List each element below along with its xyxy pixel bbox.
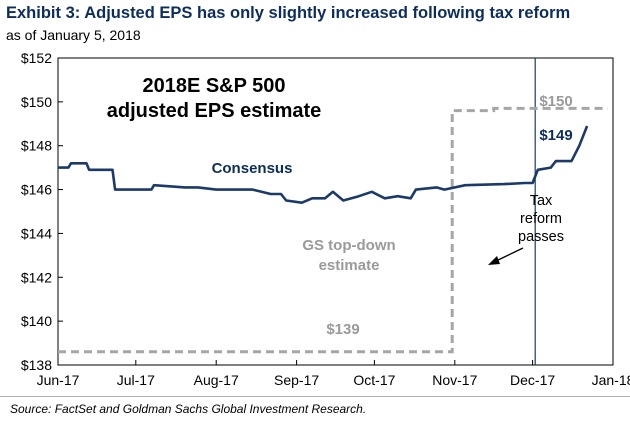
x-tick-label: Aug-17 (194, 372, 239, 388)
in-chart-title-line-1: 2018E S&P 500 (142, 75, 285, 97)
chart-title: Exhibit 3: Adjusted EPS has only slightl… (6, 4, 571, 22)
x-tick-label: Jun-17 (37, 372, 80, 388)
x-tick-label: Dec-17 (510, 372, 555, 388)
chart-subtitle: as of January 5, 2018 (6, 27, 141, 43)
tax-reform-label-line-1: Tax (530, 193, 553, 209)
tax-reform-label-line-2: reform (520, 211, 562, 227)
tax-reform-arrow-head (488, 256, 500, 265)
y-tick-label: $150 (21, 94, 52, 110)
y-tick-label: $146 (21, 182, 52, 198)
consensus-series-label: Consensus (212, 160, 293, 177)
x-tick-label: Oct-17 (353, 372, 395, 388)
y-tick-label: $148 (21, 138, 52, 154)
series-line-gs-top-down (58, 106, 608, 354)
x-tick-label: Jan-18 (592, 372, 630, 388)
tax-reform-arrow-shaft (493, 247, 524, 263)
gs-end-value-label: $150 (539, 93, 572, 110)
tax-reform-label-line-3: passes (518, 229, 564, 245)
consensus-end-value-label: $149 (539, 127, 572, 144)
plot-area (57, 57, 614, 366)
x-tick-label: Jul-17 (117, 372, 155, 388)
gs-series-label-line-2: estimate (319, 257, 380, 274)
x-tick-label: Sep-17 (274, 372, 319, 388)
gs-start-value-label: $139 (326, 321, 359, 338)
gs-series-label-line-1: GS top-down (302, 237, 395, 254)
in-chart-title-line-2: adjusted EPS estimate (107, 100, 322, 122)
source-note: Source: FactSet and Goldman Sachs Global… (10, 402, 367, 416)
y-tick-label: $138 (21, 357, 52, 373)
y-tick-label: $152 (21, 50, 52, 66)
footer-divider (0, 396, 630, 397)
y-tick-label: $144 (21, 225, 52, 241)
y-tick-label: $140 (21, 313, 52, 329)
x-tick-label: Nov-17 (432, 372, 477, 388)
series-line-consensus (58, 125, 589, 204)
y-tick-label: $142 (21, 269, 52, 285)
